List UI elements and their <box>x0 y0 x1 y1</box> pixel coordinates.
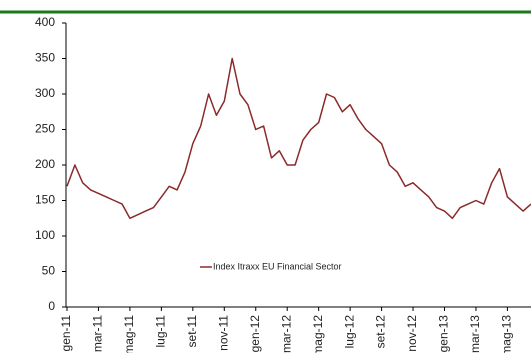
x-tick-label: gen-13 <box>437 315 451 353</box>
x-tick-label: lug-12 <box>342 315 356 349</box>
y-tick-label: 350 <box>35 51 55 65</box>
x-tick-label: mag-12 <box>311 315 325 353</box>
y-tick-label: 0 <box>48 299 55 313</box>
legend-label: Index Itraxx EU Financial Sector <box>213 261 342 271</box>
y-tick-label: 400 <box>35 15 55 29</box>
x-tick-label: gen-12 <box>248 315 262 353</box>
x-tick-label: mar-12 <box>279 315 293 353</box>
x-tick-label: gen-11 <box>59 315 73 352</box>
y-tick-label: 50 <box>42 264 56 278</box>
y-tick-label: 150 <box>35 193 55 207</box>
x-tick-label: nov-12 <box>405 315 419 352</box>
y-tick-label: 200 <box>35 157 55 171</box>
series-line <box>66 57 531 220</box>
x-tick-label: set-11 <box>185 315 199 348</box>
y-tick-label: 300 <box>35 86 55 100</box>
y-tick-label: 250 <box>35 122 55 136</box>
x-tick-label: set-12 <box>374 315 388 349</box>
y-tick-label: 100 <box>35 228 55 242</box>
x-tick-label: mar-11 <box>91 315 105 352</box>
x-tick-label: mar-13 <box>468 315 482 353</box>
x-tick-label: mag-13 <box>500 315 514 353</box>
x-tick-label: mag-11 <box>122 315 136 353</box>
x-tick-label: lug-11 <box>154 315 168 348</box>
x-tick-label: nov-11 <box>216 315 230 351</box>
